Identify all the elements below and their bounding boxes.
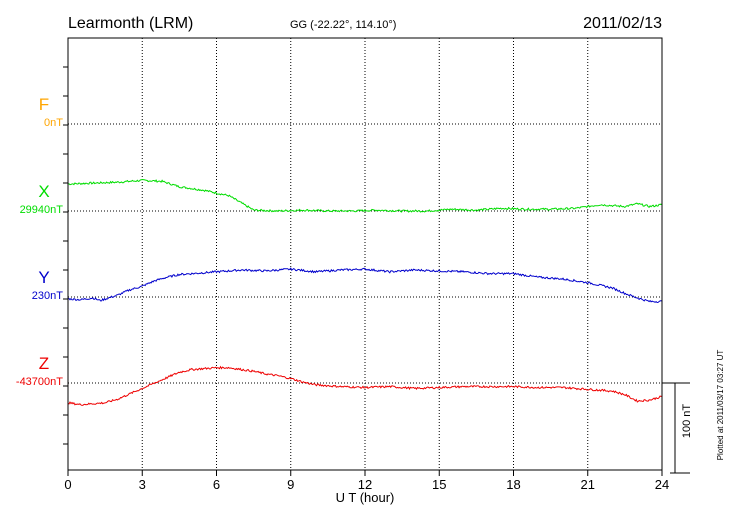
series-baseline-F: 0nT — [44, 117, 63, 129]
station-title: Learmonth (LRM) — [68, 15, 193, 32]
x-tick-label-0: 0 — [64, 477, 71, 492]
coordinates-label: GG (-22.22°, 114.10°) — [290, 19, 396, 31]
series-line-Z — [67, 365, 663, 406]
series-labels: F 0nT X 29940nT Y 230nT Z -43700nT — [16, 95, 63, 388]
x-tick-label-5: 15 — [432, 477, 446, 492]
series-baseline-X: 29940nT — [20, 204, 64, 216]
plotted-timestamp: Plotted at 2011/03/17 03:27 UT — [716, 350, 725, 461]
scale-bar-label: 100 nT — [681, 404, 693, 439]
series-name-F: F — [39, 95, 49, 114]
scale-bar — [662, 382, 690, 474]
grid-lines — [63, 38, 662, 470]
series-baseline-Y: 230nT — [32, 290, 63, 302]
series-lines — [67, 178, 663, 406]
x-tick-label-2: 6 — [213, 477, 220, 492]
series-name-X: X — [38, 182, 49, 201]
x-tick-label-3: 9 — [287, 477, 294, 492]
x-tick-label-7: 21 — [581, 477, 595, 492]
x-tick-label-6: 18 — [506, 477, 520, 492]
x-ticks: 0 3 6 9 12 15 18 21 24 — [64, 470, 669, 492]
series-name-Y: Y — [38, 268, 49, 287]
date-label: 2011/02/13 — [583, 15, 662, 32]
series-line-Y — [67, 267, 663, 304]
series-line-X — [67, 178, 663, 213]
x-tick-label-4: 12 — [358, 477, 372, 492]
x-tick-label-8: 24 — [655, 477, 669, 492]
series-name-Z: Z — [39, 354, 49, 373]
series-baseline-Z: -43700nT — [16, 376, 63, 388]
x-tick-label-1: 3 — [139, 477, 146, 492]
x-axis-label: U T (hour) — [336, 490, 395, 505]
